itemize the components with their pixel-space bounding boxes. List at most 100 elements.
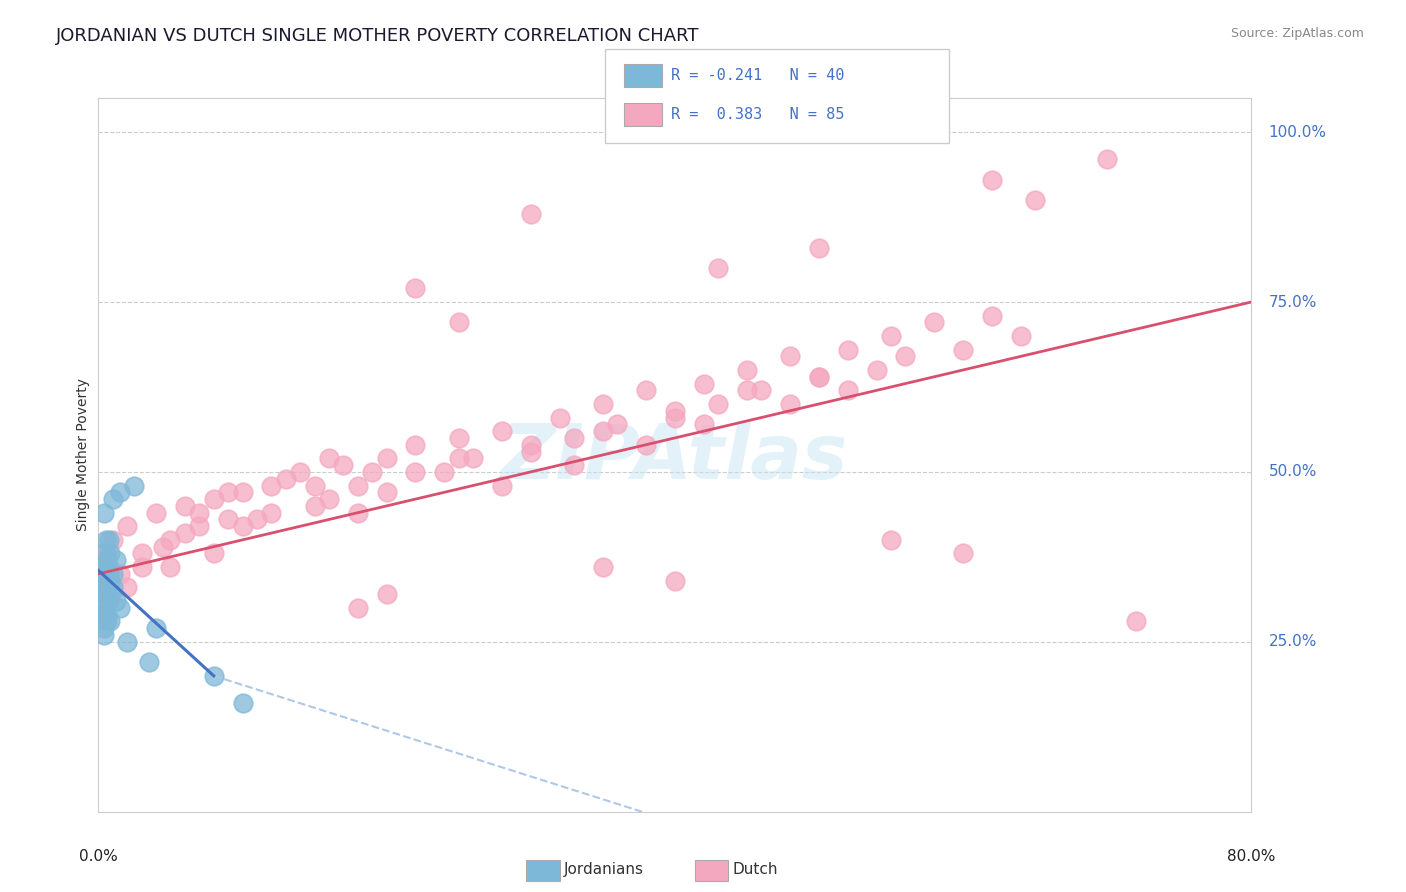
- Point: [97, 566, 120, 581]
- Point: [304, 499, 326, 513]
- Point: [880, 533, 903, 547]
- Point: [332, 458, 354, 472]
- Point: [375, 587, 398, 601]
- Point: [93, 506, 115, 520]
- Point: [104, 553, 127, 567]
- Point: [664, 403, 686, 417]
- Point: [405, 438, 427, 452]
- Point: [952, 343, 974, 357]
- Point: [562, 431, 585, 445]
- Point: [93, 621, 115, 635]
- Point: [188, 519, 211, 533]
- Point: [304, 478, 326, 492]
- Point: [807, 369, 830, 384]
- Point: [91, 546, 114, 560]
- Point: [94, 574, 117, 588]
- Point: [865, 363, 889, 377]
- Point: [361, 465, 384, 479]
- Point: [108, 566, 131, 581]
- Point: [751, 384, 773, 398]
- Point: [94, 546, 117, 560]
- Point: [145, 621, 167, 635]
- Point: [246, 512, 269, 526]
- Point: [405, 465, 427, 479]
- Point: [231, 485, 254, 500]
- Point: [91, 594, 114, 608]
- Point: [461, 451, 484, 466]
- Point: [94, 560, 117, 574]
- Point: [693, 376, 716, 391]
- Point: [375, 451, 398, 466]
- Point: [548, 410, 571, 425]
- Point: [94, 533, 117, 547]
- Point: [894, 350, 917, 364]
- Point: [491, 424, 513, 438]
- Text: Source: ZipAtlas.com: Source: ZipAtlas.com: [1230, 27, 1364, 40]
- Point: [290, 465, 312, 479]
- Point: [94, 560, 117, 574]
- Point: [981, 309, 1004, 323]
- Point: [592, 560, 614, 574]
- Point: [98, 615, 121, 629]
- Point: [202, 492, 225, 507]
- Point: [375, 485, 398, 500]
- Point: [98, 574, 121, 588]
- Point: [131, 546, 153, 560]
- Point: [837, 343, 859, 357]
- Point: [104, 594, 127, 608]
- Point: [346, 478, 368, 492]
- Text: ZIPAtlas: ZIPAtlas: [501, 421, 849, 495]
- Point: [138, 655, 160, 669]
- Point: [447, 431, 470, 445]
- Point: [93, 628, 115, 642]
- Point: [318, 451, 340, 466]
- Point: [188, 506, 211, 520]
- Point: [707, 260, 730, 275]
- Point: [346, 506, 368, 520]
- Point: [94, 587, 117, 601]
- Point: [101, 581, 124, 595]
- Point: [592, 424, 614, 438]
- Text: 0.0%: 0.0%: [79, 849, 118, 864]
- Point: [202, 669, 225, 683]
- Point: [1024, 193, 1046, 207]
- Point: [124, 478, 146, 492]
- Point: [779, 397, 801, 411]
- Point: [433, 465, 456, 479]
- Point: [837, 384, 859, 398]
- Point: [117, 519, 138, 533]
- Point: [318, 492, 340, 507]
- Point: [93, 581, 115, 595]
- Point: [880, 329, 903, 343]
- Point: [108, 485, 131, 500]
- Text: Jordanians: Jordanians: [564, 863, 644, 877]
- Point: [90, 566, 112, 581]
- Text: JORDANIAN VS DUTCH SINGLE MOTHER POVERTY CORRELATION CHART: JORDANIAN VS DUTCH SINGLE MOTHER POVERTY…: [56, 27, 700, 45]
- Point: [520, 438, 543, 452]
- Point: [91, 600, 114, 615]
- Point: [101, 492, 124, 507]
- Text: Dutch: Dutch: [733, 863, 778, 877]
- Point: [117, 635, 138, 649]
- Point: [779, 350, 801, 364]
- Point: [636, 384, 658, 398]
- Point: [807, 369, 830, 384]
- Point: [346, 600, 368, 615]
- Point: [91, 607, 114, 622]
- Point: [981, 172, 1004, 186]
- Point: [131, 560, 153, 574]
- Point: [96, 615, 118, 629]
- Point: [735, 363, 758, 377]
- Point: [520, 207, 543, 221]
- Point: [101, 566, 124, 581]
- Point: [924, 315, 946, 329]
- Point: [93, 607, 115, 622]
- Point: [101, 533, 124, 547]
- Point: [97, 533, 120, 547]
- Point: [217, 512, 239, 526]
- Point: [174, 526, 197, 541]
- Point: [231, 519, 254, 533]
- Point: [260, 506, 283, 520]
- Point: [260, 478, 283, 492]
- Point: [98, 546, 121, 560]
